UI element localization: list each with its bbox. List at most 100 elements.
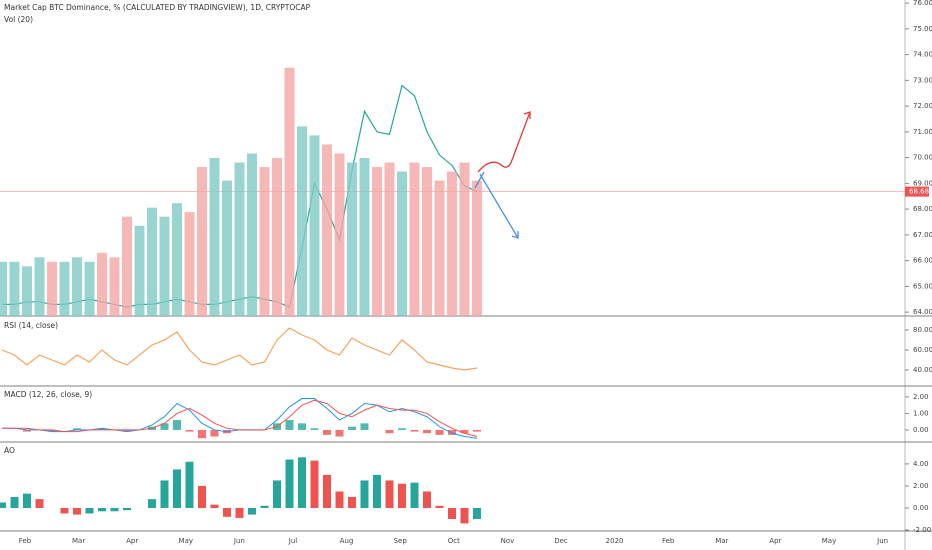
macd-histogram-bar (48, 429, 56, 432)
volume-bar (172, 203, 182, 316)
ao-bar (448, 507, 456, 519)
y-tick-label: 69.00 (913, 179, 932, 187)
ao-bar (360, 480, 369, 508)
volume-bar (9, 261, 20, 316)
macd-histogram-bar (210, 429, 219, 437)
volume-bar (347, 162, 357, 316)
macd-histogram-bar (173, 420, 181, 430)
volume-bar (134, 225, 145, 316)
ao-bar (198, 485, 206, 508)
macd-histogram-bar (335, 429, 344, 437)
ao-bar (285, 459, 294, 508)
volume-bar (184, 212, 195, 316)
price-line (1, 327, 478, 371)
macd-histogram-bar (73, 428, 81, 430)
x-tick-label: May (822, 537, 836, 545)
ao-bar (335, 491, 344, 508)
ao-bar (160, 480, 169, 508)
x-tick-label: May (179, 537, 193, 545)
ao-bar (423, 491, 431, 508)
macd-histogram-bar (98, 428, 106, 430)
volume-bar (334, 153, 345, 316)
y-tick-label: 65.00 (913, 282, 932, 290)
volume-bar (422, 167, 432, 316)
y-tick-label: 68.00 (913, 205, 932, 213)
ao-bar (273, 480, 281, 508)
volume-bar (0, 261, 7, 316)
macd-histogram-bar (185, 429, 194, 432)
y-tick-label: -2.00 (913, 526, 931, 534)
volume-bar (247, 153, 257, 316)
volume-bar (372, 167, 382, 316)
pane-title: RSI (14, close) (4, 321, 58, 330)
y-tick-label: 0.00 (913, 426, 929, 434)
volume-bar (147, 207, 157, 316)
macd-histogram-bar (123, 429, 131, 432)
macd-histogram-bar (23, 429, 31, 432)
volume-bar (122, 216, 132, 316)
x-tick-label: Dec (554, 537, 568, 545)
ao-bar (235, 507, 244, 518)
ao-bar (348, 496, 356, 508)
volume-bar (222, 180, 232, 316)
ao-bar (0, 502, 6, 508)
ao-bar (85, 507, 94, 514)
volume-bar (309, 135, 320, 316)
x-tick-label: Oct (448, 537, 460, 545)
x-tick-label: Jun (876, 537, 888, 545)
x-tick-label: Nov (501, 537, 515, 545)
ao-bar (23, 493, 31, 508)
y-tick-label: 80.00 (913, 326, 932, 334)
ao-bar (385, 480, 394, 508)
volume-bar (359, 158, 370, 316)
macd-histogram-bar (448, 429, 456, 435)
ao-bar (173, 469, 181, 508)
volume-bar (59, 261, 70, 316)
ao-bar (60, 507, 69, 514)
ao-bar (460, 507, 469, 524)
ao-bar (185, 461, 194, 508)
ao-bar (123, 507, 131, 511)
volume-bar (322, 144, 332, 316)
volume-bar (409, 162, 420, 316)
ao-bar (110, 507, 119, 512)
volume-bar (159, 216, 170, 316)
volume-bar (34, 257, 45, 316)
ao-bar (323, 474, 331, 508)
macd-histogram-bar (310, 428, 319, 430)
volume-bar (259, 167, 270, 316)
volume-bar (209, 158, 220, 316)
x-tick-label: Feb (19, 537, 32, 545)
macd-line (2, 399, 478, 438)
y-tick-label: 0.00 (913, 504, 929, 512)
ao-bar (260, 505, 269, 508)
ao-bar (473, 507, 481, 519)
x-tick-label: Jul (288, 537, 298, 545)
ao-bar (373, 474, 381, 508)
red-arrow (477, 111, 531, 173)
macd-histogram-bar (473, 429, 481, 432)
x-tick-label: Jun (233, 537, 245, 545)
ao-bar (98, 507, 106, 512)
pane-title: Market Cap BTC Dominance, % (CALCULATED … (4, 3, 311, 12)
volume-bar (384, 162, 395, 316)
ao-bar (248, 507, 256, 515)
macd-histogram-bar (285, 420, 294, 430)
y-tick-label: 40.00 (913, 366, 932, 374)
volume-bar (434, 180, 445, 316)
blue-arrow-head (511, 231, 519, 239)
volume-bar (72, 257, 82, 316)
last-price-tag (905, 186, 929, 197)
volume-bar (84, 261, 95, 316)
volume-bar (397, 171, 407, 316)
volume-bar (97, 252, 107, 316)
ao-bar (35, 499, 44, 508)
pane-title: AO (4, 446, 15, 455)
macd-histogram-bar (460, 429, 469, 434)
macd-histogram-bar (435, 429, 444, 435)
ao-bar (210, 504, 219, 508)
volume-bar (472, 180, 482, 316)
x-tick-label: Sep (394, 537, 408, 545)
ao-bar (298, 457, 306, 508)
